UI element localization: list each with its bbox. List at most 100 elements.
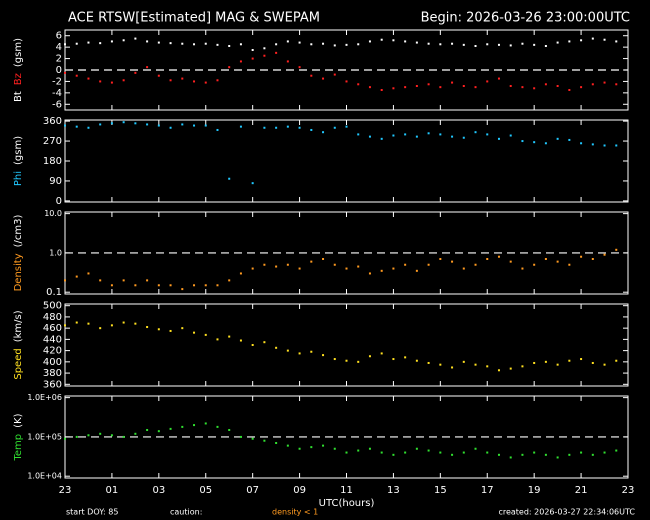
y-axis-label: Bt Bz (gsm) xyxy=(13,38,24,102)
data-point xyxy=(368,40,371,43)
data-point xyxy=(380,89,383,91)
data-point xyxy=(157,284,160,287)
data-point xyxy=(275,43,278,46)
data-point xyxy=(75,275,78,278)
data-point xyxy=(486,133,489,136)
data-point xyxy=(357,43,360,46)
data-point xyxy=(146,123,149,126)
data-point xyxy=(333,73,336,76)
data-point xyxy=(568,453,571,456)
data-point xyxy=(286,60,289,63)
data-point xyxy=(462,43,465,46)
data-point xyxy=(110,324,113,327)
data-point xyxy=(368,272,371,275)
data-point xyxy=(615,359,618,362)
data-point xyxy=(427,42,430,45)
data-point xyxy=(439,363,442,366)
y-tick-label: 360 xyxy=(43,116,62,127)
x-tick-label: 07 xyxy=(246,485,259,496)
data-point xyxy=(286,40,289,43)
data-point xyxy=(509,85,512,87)
data-point xyxy=(439,86,442,89)
data-point xyxy=(122,121,125,124)
data-point xyxy=(322,42,325,45)
y-tick-label: 270 xyxy=(43,136,62,147)
data-point xyxy=(146,40,149,43)
data-point xyxy=(322,258,325,261)
data-point xyxy=(368,86,371,89)
data-point xyxy=(87,434,90,437)
y-tick-label: 0 xyxy=(56,196,62,207)
data-point xyxy=(298,126,301,129)
data-point xyxy=(439,133,442,136)
data-point xyxy=(193,284,196,287)
data-point xyxy=(239,435,242,438)
data-point xyxy=(615,144,618,147)
y-tick-label: -6 xyxy=(52,99,62,110)
data-point xyxy=(568,89,571,91)
data-point xyxy=(404,263,407,266)
data-point xyxy=(99,432,102,435)
data-point xyxy=(392,134,395,137)
data-point xyxy=(110,284,113,287)
data-point xyxy=(157,430,160,433)
data-point xyxy=(134,284,137,287)
data-point xyxy=(263,47,266,50)
data-point xyxy=(345,451,348,454)
y-axis-label: Speed (km/s) xyxy=(13,310,24,379)
data-point xyxy=(99,42,102,45)
data-point xyxy=(181,288,184,291)
data-point xyxy=(134,322,137,325)
data-point xyxy=(568,40,571,43)
data-point xyxy=(110,81,113,84)
y-axis-label-part: (/cm3) xyxy=(13,215,24,248)
data-point xyxy=(204,333,207,336)
data-point xyxy=(122,279,125,282)
data-point xyxy=(415,359,418,362)
data-point xyxy=(521,140,524,143)
data-point xyxy=(216,338,219,341)
data-point xyxy=(544,83,547,86)
y-tick-label: 440 xyxy=(43,334,62,345)
data-point xyxy=(544,360,547,363)
data-point xyxy=(415,41,418,44)
data-point xyxy=(193,124,196,127)
data-point xyxy=(404,133,407,136)
y-axis-label-part: Bz xyxy=(13,73,24,85)
data-point xyxy=(275,442,278,445)
data-point xyxy=(275,265,278,268)
data-point xyxy=(497,77,500,80)
data-point xyxy=(322,77,325,80)
data-point xyxy=(451,81,454,84)
data-point xyxy=(439,451,442,454)
data-point xyxy=(451,135,454,138)
data-point xyxy=(181,425,184,428)
data-point xyxy=(216,284,219,287)
data-point xyxy=(146,428,149,431)
data-point xyxy=(474,131,477,134)
x-tick-label: 21 xyxy=(575,485,588,496)
data-point xyxy=(392,87,395,90)
data-point xyxy=(404,86,407,89)
data-point xyxy=(533,263,536,266)
x-tick-label: 23 xyxy=(622,485,635,496)
y-tick-label: 2 xyxy=(56,54,62,65)
data-point xyxy=(497,453,500,456)
data-point xyxy=(228,335,231,338)
data-point xyxy=(134,37,137,40)
data-point xyxy=(157,328,160,331)
x-tick-label: 13 xyxy=(387,485,400,496)
y-tick-label: 460 xyxy=(43,323,62,334)
y-axis-label-part: (K) xyxy=(13,413,24,427)
data-point xyxy=(204,42,207,45)
x-tick-label: 23 xyxy=(59,485,72,496)
y-tick-label: 1.0E+06 xyxy=(27,393,62,402)
data-point xyxy=(169,42,172,45)
data-point xyxy=(509,260,512,263)
data-point xyxy=(486,451,489,454)
data-point xyxy=(75,435,78,438)
data-point xyxy=(228,66,231,69)
data-point xyxy=(357,83,360,86)
y-axis-label: Temp (K) xyxy=(13,413,24,461)
data-point xyxy=(122,39,125,42)
